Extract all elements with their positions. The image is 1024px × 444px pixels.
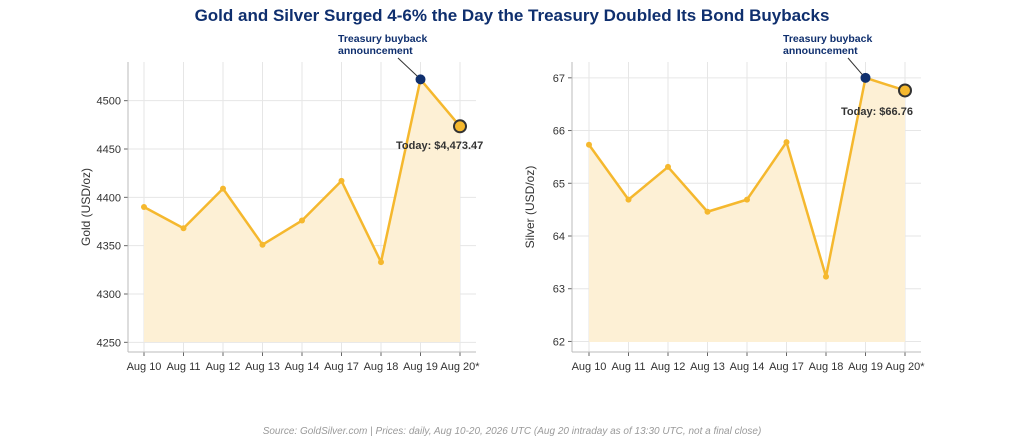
y-tick-label: 64: [553, 231, 565, 243]
highlight-point: [415, 74, 426, 85]
y-tick-label: 4500: [97, 96, 121, 108]
x-tick-label: Aug 14: [730, 361, 765, 373]
annotation-label: announcement: [783, 45, 858, 57]
x-tick-label: Aug 17: [324, 361, 359, 373]
area-fill: [589, 77, 905, 343]
y-tick-label: 4350: [97, 241, 121, 253]
x-tick-label: Aug 13: [690, 361, 725, 373]
x-tick-label: Aug 11: [611, 361, 645, 373]
x-tick-label: Aug 19: [848, 361, 883, 373]
source-note: Source: GoldSilver.com | Prices: daily, …: [262, 426, 762, 437]
data-point: [625, 196, 632, 203]
annotation-leader: [397, 57, 418, 77]
annotation-label: Treasury buyback: [783, 33, 872, 45]
data-point: [744, 196, 750, 203]
x-tick-label: Aug 10: [127, 361, 162, 373]
data-point: [299, 217, 305, 224]
data-point: [141, 204, 147, 210]
y-tick-label: 4400: [97, 192, 121, 204]
annotation-label: Treasury buyback: [338, 33, 427, 45]
area-fill: [144, 79, 460, 343]
today-point: [898, 83, 912, 98]
y-tick-label: 66: [553, 126, 565, 138]
y-tick-label: 4450: [97, 144, 121, 156]
data-point: [665, 163, 671, 170]
annotation-leader: [847, 57, 863, 76]
data-point: [378, 259, 384, 266]
data-point: [338, 177, 345, 184]
highlight-point: [860, 72, 871, 83]
x-tick-label: Aug 17: [769, 361, 804, 373]
y-tick-label: 4250: [97, 337, 121, 349]
x-tick-label: Aug 11: [166, 361, 200, 373]
chart-gold: 4250 4300 4350 4400 4450 4500 Aug 10 Aug 11 Aug …: [79, 33, 483, 373]
data-point: [823, 273, 829, 280]
data-point: [704, 208, 711, 215]
y-axis-label: Silver (USD/oz): [523, 166, 537, 249]
x-tick-label: Aug 20*: [885, 361, 925, 373]
today-point: [453, 119, 467, 134]
data-point: [586, 141, 592, 148]
y-tick-label: 65: [553, 178, 565, 190]
y-tick-label: 4300: [97, 289, 121, 301]
y-axis-label: Gold (USD/oz): [79, 168, 93, 246]
y-tick-label: 63: [553, 284, 565, 296]
data-point: [180, 225, 187, 232]
data-point: [259, 241, 266, 248]
x-tick-label: Aug 12: [206, 361, 241, 373]
annotation-label: announcement: [338, 45, 413, 57]
data-point: [220, 185, 226, 192]
today-label: Today: $4,473.47: [396, 140, 483, 152]
x-tick-label: Aug 10: [572, 361, 607, 373]
x-tick-label: Aug 12: [651, 361, 686, 373]
x-tick-label: Aug 14: [285, 361, 320, 373]
y-tick-label: 67: [553, 73, 565, 85]
x-tick-label: Aug 18: [364, 361, 399, 373]
chart-title: Gold and Silver Surged 4-6% the Day the …: [194, 6, 830, 25]
x-tick-label: Aug 19: [403, 361, 438, 373]
data-point: [783, 139, 790, 146]
x-tick-label: Aug 13: [245, 361, 280, 373]
x-tick-label: Aug 18: [809, 361, 844, 373]
y-tick-label: 62: [553, 336, 565, 348]
chart-silver: 62 63 64 65 66 67 Aug 10 Aug 11 Aug 12 Aug 13 Aug …: [523, 33, 925, 373]
x-tick-label: Aug 20*: [440, 361, 480, 373]
today-label: Today: $66.76: [841, 106, 913, 118]
